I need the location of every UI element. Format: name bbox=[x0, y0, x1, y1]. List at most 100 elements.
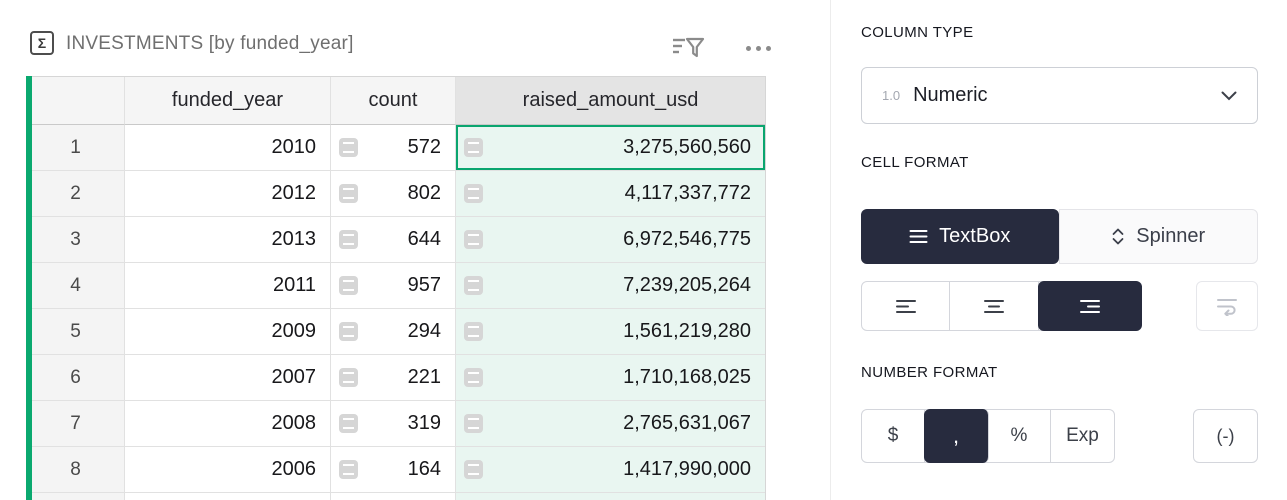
cell-format-icon bbox=[339, 322, 358, 341]
negative-format-button[interactable]: (-) bbox=[1193, 409, 1258, 463]
cell-value: 164 bbox=[407, 458, 441, 480]
cell-raised[interactable]: 6,972,546,775 bbox=[456, 217, 765, 263]
textbox-button[interactable]: TextBox bbox=[861, 209, 1059, 264]
cell-raised[interactable]: 2,765,631,067 bbox=[456, 401, 765, 447]
sheet-titlebar: Σ INVESTMENTS [by funded_year] bbox=[0, 0, 830, 70]
dtype-badge: 1.0 bbox=[882, 88, 901, 103]
cell-format-icon bbox=[339, 414, 358, 433]
cell-format-icon bbox=[339, 460, 358, 479]
table-row: 8 2006 164 1,417,990,000 bbox=[27, 447, 765, 493]
row-index-cell[interactable]: 5 bbox=[27, 309, 125, 355]
dot-icon bbox=[765, 45, 771, 51]
column-header-raised-amount-usd[interactable]: raised_amount_usd bbox=[456, 77, 765, 125]
cell-raised[interactable] bbox=[456, 493, 765, 500]
table-row-partial bbox=[27, 493, 765, 500]
column-type-dropdown[interactable]: 1.0 Numeric bbox=[861, 67, 1258, 124]
dot-icon bbox=[755, 45, 761, 51]
cell-count[interactable] bbox=[331, 493, 456, 500]
column-type-label: COLUMN TYPE bbox=[861, 24, 974, 41]
cell-value: 1,417,990,000 bbox=[623, 458, 751, 480]
cell-format-icon bbox=[464, 230, 483, 249]
table-row: 6 2007 221 1,710,168,025 bbox=[27, 355, 765, 401]
cell-funded-year[interactable]: 2009 bbox=[125, 309, 331, 355]
cell-value: 1,561,219,280 bbox=[623, 320, 751, 342]
format-panel: COLUMN TYPE 1.0 Numeric CELL FORMAT Text… bbox=[830, 0, 1287, 500]
row-index-cell[interactable]: 2 bbox=[27, 171, 125, 217]
cell-funded-year[interactable]: 2013 bbox=[125, 217, 331, 263]
cell-format-icon bbox=[464, 414, 483, 433]
exponent-format-button[interactable]: Exp bbox=[1066, 425, 1099, 446]
cell-count[interactable]: 221 bbox=[331, 355, 456, 401]
align-right-button[interactable] bbox=[1037, 281, 1142, 331]
sort-filter-icon bbox=[673, 37, 705, 58]
row-index-cell[interactable]: 3 bbox=[27, 217, 125, 263]
column-header-count[interactable]: count bbox=[331, 77, 456, 125]
cell-funded-year[interactable] bbox=[125, 493, 331, 500]
cell-raised[interactable]: 4,117,337,772 bbox=[456, 171, 765, 217]
sort-filter-button[interactable] bbox=[668, 33, 708, 63]
cell-format-icon bbox=[339, 184, 358, 203]
cell-count[interactable]: 802 bbox=[331, 171, 456, 217]
spinner-icon bbox=[1112, 228, 1124, 245]
table-row: 1 2010 572 3,275,560,560 bbox=[27, 125, 765, 171]
cell-value: 802 bbox=[407, 182, 441, 204]
cell-raised[interactable]: 1,417,990,000 bbox=[456, 447, 765, 493]
cell-format-icon bbox=[339, 276, 358, 295]
corner-header-cell[interactable] bbox=[27, 77, 125, 125]
sheet-title: INVESTMENTS [by funded_year] bbox=[66, 33, 354, 54]
cell-count[interactable]: 319 bbox=[331, 401, 456, 447]
dtype-value: Numeric bbox=[913, 84, 988, 106]
cell-format-icon bbox=[464, 184, 483, 203]
table-row: 7 2008 319 2,765,631,067 bbox=[27, 401, 765, 447]
dot-icon bbox=[745, 45, 751, 51]
cell-count[interactable]: 957 bbox=[331, 263, 456, 309]
more-options-button[interactable] bbox=[736, 33, 780, 63]
cell-funded-year[interactable]: 2012 bbox=[125, 171, 331, 217]
spinner-button[interactable]: Spinner bbox=[1058, 209, 1258, 264]
number-format-group: $ , % Exp bbox=[861, 409, 1115, 463]
sheet-accent-bar bbox=[26, 76, 32, 500]
column-header-funded-year[interactable]: funded_year bbox=[125, 77, 331, 125]
alignment-row bbox=[861, 281, 1258, 331]
row-index-cell[interactable]: 8 bbox=[27, 447, 125, 493]
percent-format-button[interactable]: % bbox=[988, 410, 1051, 462]
cell-format-icon bbox=[339, 230, 358, 249]
align-center-icon bbox=[983, 299, 1004, 313]
row-index-cell[interactable] bbox=[27, 493, 125, 500]
number-format-label: NUMBER FORMAT bbox=[861, 364, 998, 381]
cell-raised[interactable]: 1,561,219,280 bbox=[456, 309, 765, 355]
cell-count[interactable]: 644 bbox=[331, 217, 456, 263]
cell-format-label: CELL FORMAT bbox=[861, 154, 969, 171]
row-index-cell[interactable]: 6 bbox=[27, 355, 125, 401]
align-left-button[interactable] bbox=[862, 282, 951, 330]
cell-count[interactable]: 294 bbox=[331, 309, 456, 355]
cell-count[interactable]: 572 bbox=[331, 125, 456, 171]
cell-format-icon bbox=[464, 460, 483, 479]
cell-value: 294 bbox=[407, 320, 441, 342]
row-index-cell[interactable]: 1 bbox=[27, 125, 125, 171]
cell-value: 957 bbox=[407, 274, 441, 296]
cell-raised[interactable]: 1,710,168,025 bbox=[456, 355, 765, 401]
align-center-button[interactable] bbox=[950, 282, 1039, 330]
cell-funded-year[interactable]: 2008 bbox=[125, 401, 331, 447]
comma-format-button[interactable]: , bbox=[924, 409, 989, 463]
cell-count[interactable]: 164 bbox=[331, 447, 456, 493]
table-row: 3 2013 644 6,972,546,775 bbox=[27, 217, 765, 263]
cell-funded-year[interactable]: 2006 bbox=[125, 447, 331, 493]
cell-funded-year[interactable]: 2007 bbox=[125, 355, 331, 401]
alignment-group bbox=[861, 281, 1142, 331]
wrap-text-button[interactable] bbox=[1195, 281, 1258, 331]
cell-value: 2,765,631,067 bbox=[623, 412, 751, 434]
row-index-cell[interactable]: 7 bbox=[27, 401, 125, 447]
row-index-cell[interactable]: 4 bbox=[27, 263, 125, 309]
wrap-text-icon bbox=[1216, 298, 1237, 316]
cell-funded-year[interactable]: 2011 bbox=[125, 263, 331, 309]
cell-raised[interactable]: 7,239,205,264 bbox=[456, 263, 765, 309]
cell-funded-year[interactable]: 2010 bbox=[125, 125, 331, 171]
currency-format-button[interactable]: $ bbox=[862, 410, 925, 462]
cell-raised-selected[interactable]: 3,275,560,560 bbox=[456, 125, 765, 171]
cell-value: 1,710,168,025 bbox=[623, 366, 751, 388]
table-row: 4 2011 957 7,239,205,264 bbox=[27, 263, 765, 309]
table-row: 2 2012 802 4,117,337,772 bbox=[27, 171, 765, 217]
